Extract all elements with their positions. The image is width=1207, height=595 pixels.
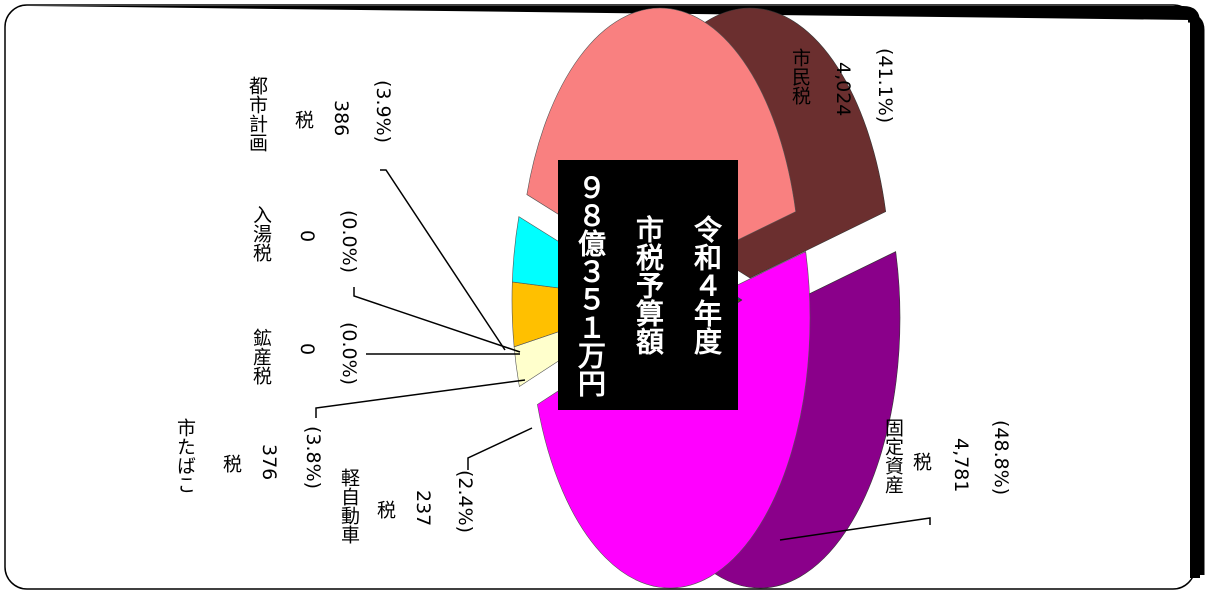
label-kotei-value: 4,781 [950,438,972,493]
label-nyuto-name: 入湯税 [250,205,272,262]
leader-line [467,427,533,470]
label-toshi-name1: 都市計画 [246,76,268,152]
label-kei-name1: 軽自動車 [338,468,360,544]
label-tabako-value: 376 [258,444,280,481]
label-nyuto-value: 0 [296,230,318,243]
leader-line [353,287,521,353]
label-tabako-name1: 市たばこ [174,418,196,494]
label-kosan-name: 鉱産税 [250,328,272,385]
pie-slice [537,251,811,589]
leader-line [380,169,506,351]
label-toshi-pct: (3.9%) [372,80,394,144]
label-kosan-value: 0 [296,343,318,356]
frame-shadow-right [1187,13,1205,575]
label-tabako-pct: (3.8%) [302,426,324,490]
label-shimin-value: 4,024 [832,62,854,117]
label-kotei-pct: (48.8%) [990,420,1012,496]
leader-line [779,517,931,541]
label-kei-value: 237 [412,490,434,527]
center-line-year: 令和４年度 [690,215,723,355]
center-line-amount: ９８億３５１万円 [574,173,607,397]
label-kei-pct: (2.4%) [454,470,476,534]
label-nyuto-pct: (0.0%) [338,210,360,274]
label-toshi-value: 386 [330,100,352,137]
frame-border [4,4,1196,590]
center-line-budget: 市税予算額 [632,215,665,355]
label-shimin: 市民税 [778,48,822,105]
label-kei-name2: 税 [374,500,396,519]
label-kotei-name1: 固定資産 [882,418,904,494]
leader-lines [315,169,931,541]
label-shimin-name: 市民税 [789,48,811,105]
label-kotei-name2: 税 [910,452,932,471]
leader-line [315,379,526,418]
label-tabako-name2: 税 [220,454,242,473]
label-toshi-name2: 税 [292,110,314,129]
label-shimin-pct: (41.1%) [874,48,896,124]
label-kosan-pct: (0.0%) [338,322,360,386]
center-summary-box: 令和４年度 市税予算額 ９８億３５１万円 [558,160,738,410]
